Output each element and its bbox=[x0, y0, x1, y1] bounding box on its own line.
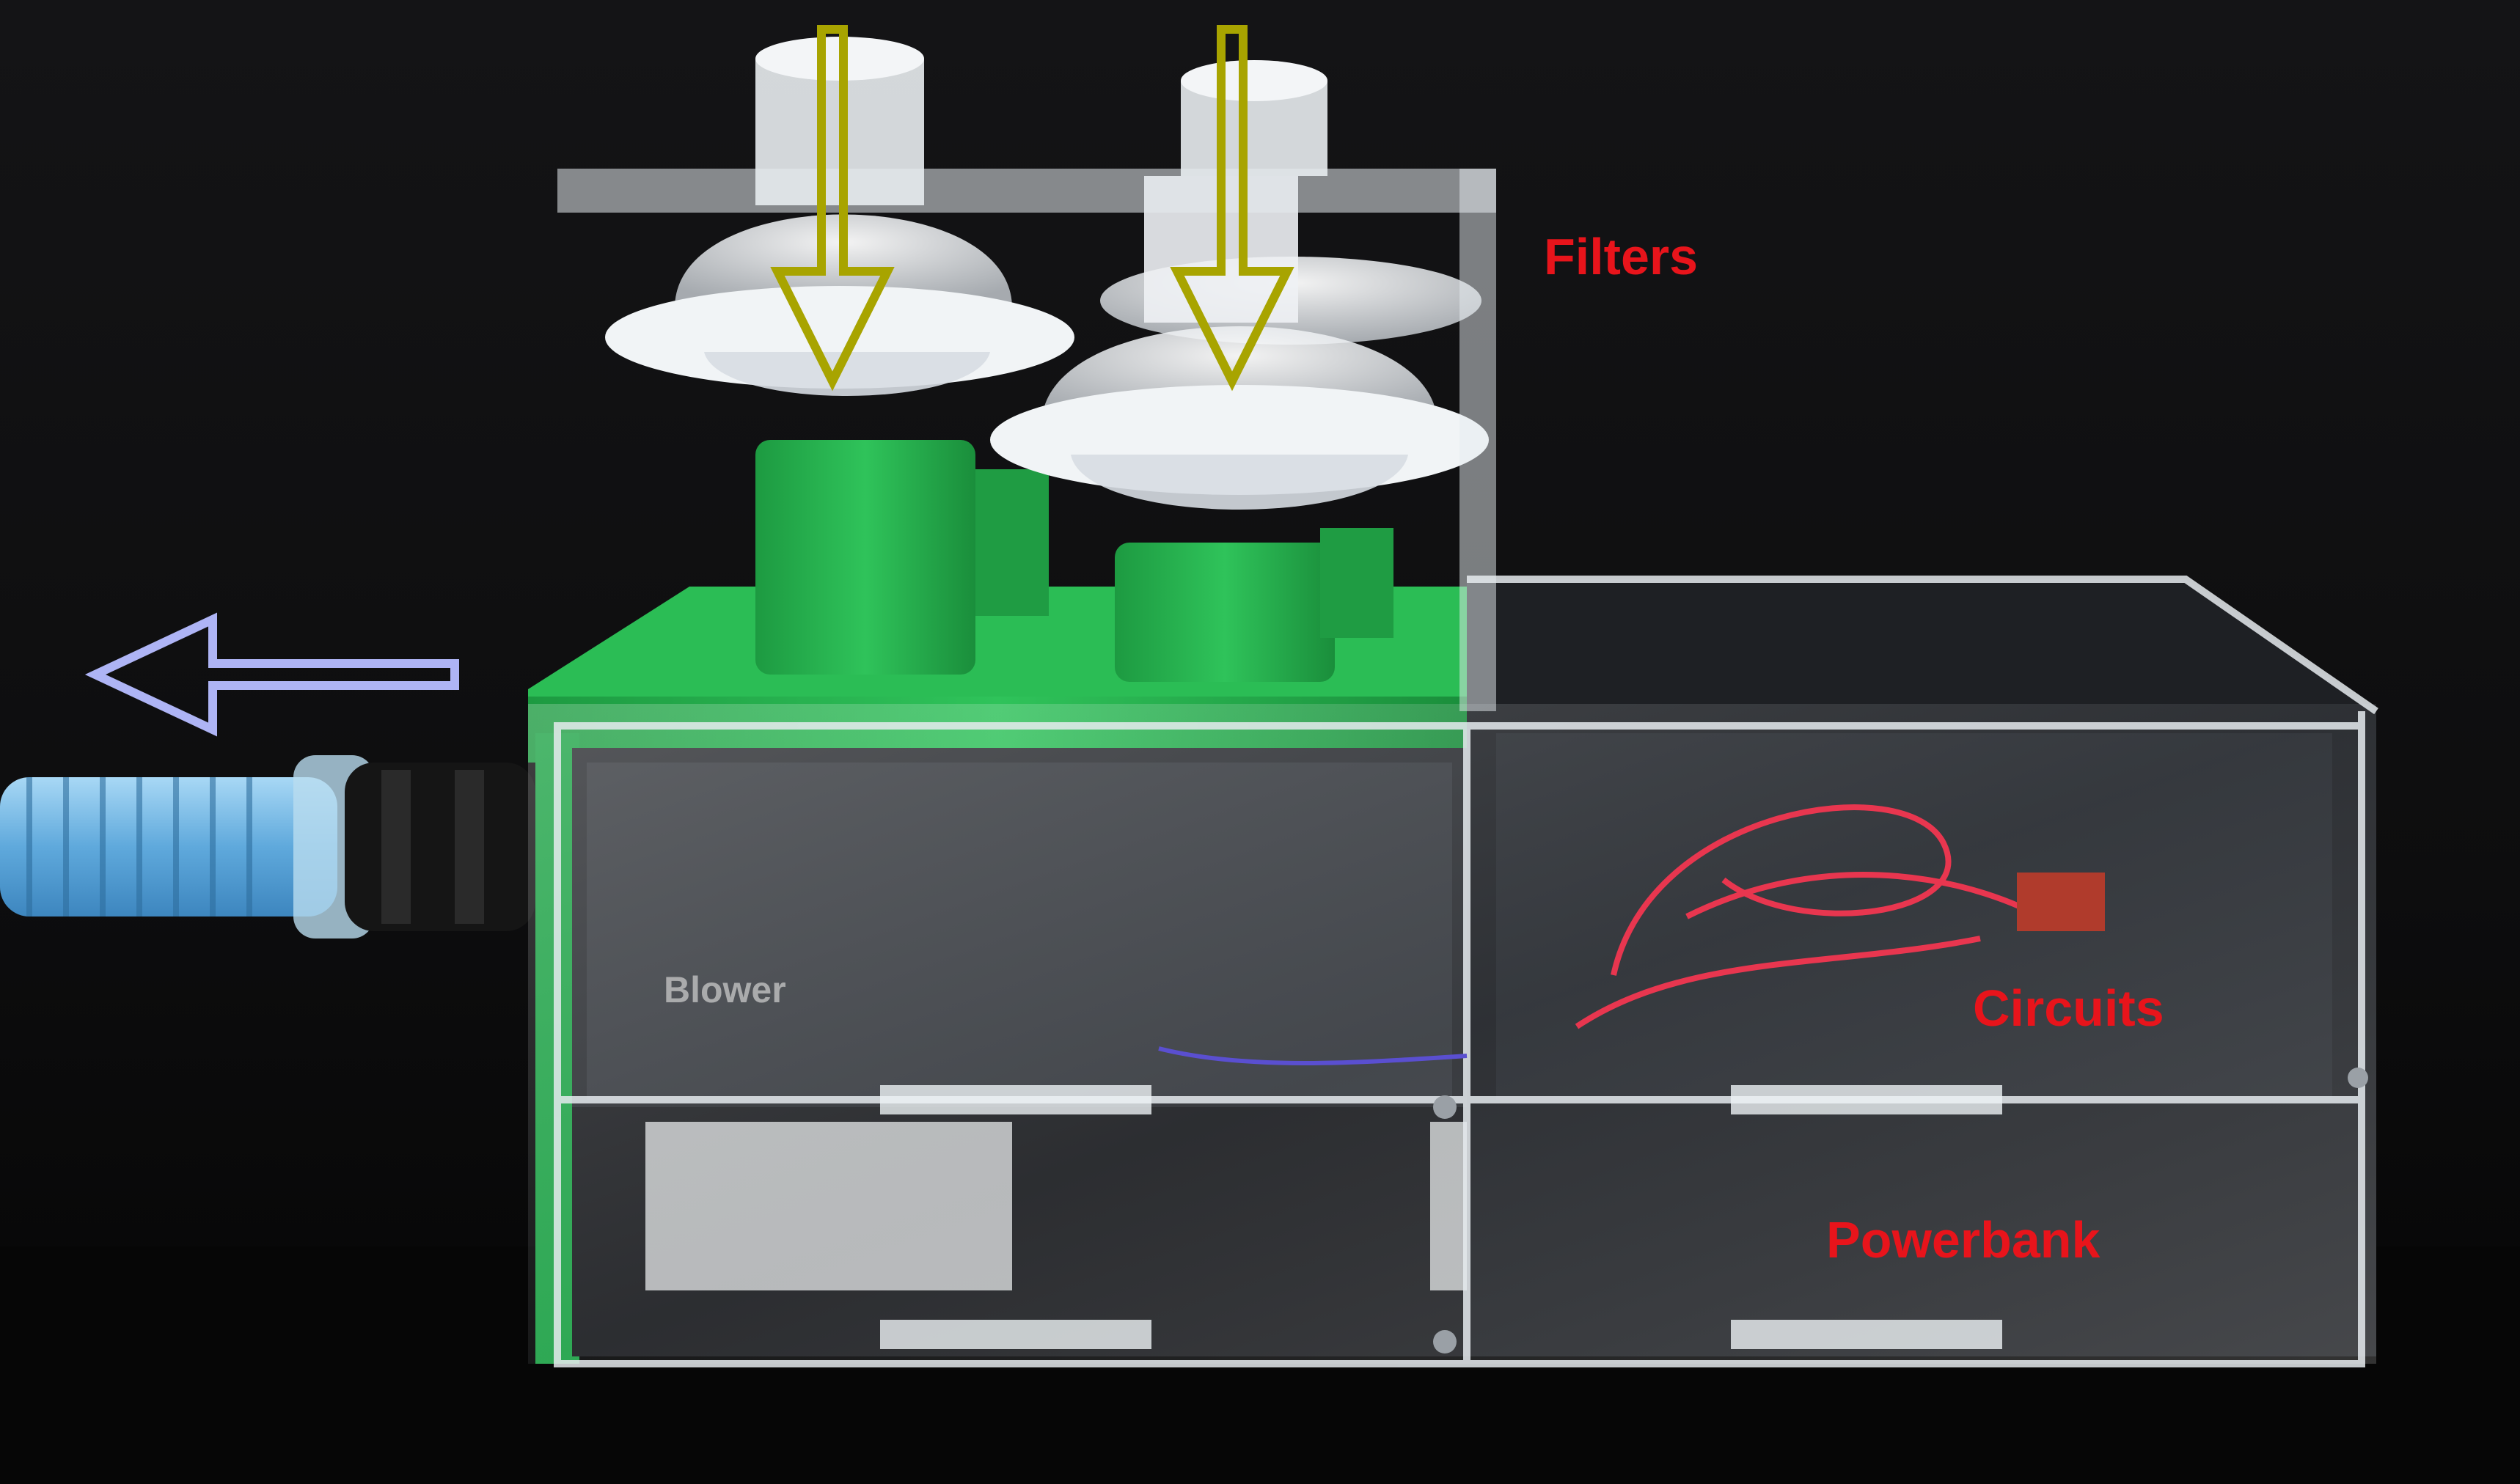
hose bbox=[0, 755, 535, 938]
circuits-label: Circuits bbox=[1973, 980, 2164, 1037]
enclosure bbox=[528, 576, 2378, 1367]
intake-arrows bbox=[770, 25, 1294, 392]
blower-label: Blower bbox=[664, 969, 786, 1010]
filters-label: Filters bbox=[1544, 228, 1699, 285]
outlet-arrow bbox=[84, 612, 459, 737]
filter-mounts bbox=[755, 440, 1393, 682]
powerbank-label: Powerbank bbox=[1826, 1211, 2100, 1268]
